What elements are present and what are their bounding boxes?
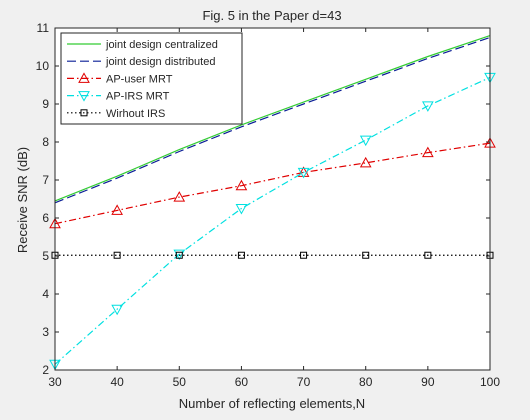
- data-point: [237, 251, 245, 259]
- series-line-2: [54, 142, 491, 225]
- data-point: [173, 191, 186, 202]
- legend-item: AP-user MRT: [67, 72, 173, 85]
- data-point: [422, 101, 434, 112]
- legend-marker: [78, 72, 90, 83]
- data-point: [235, 179, 248, 191]
- legend: joint design centralized joint design dis…: [60, 32, 243, 125]
- x-tick-label: 90: [421, 375, 435, 389]
- series-0: [54, 35, 491, 202]
- data-point: [359, 156, 372, 168]
- x-tick-label: 70: [297, 375, 311, 389]
- tick-layer: 30 40 50 60 70 80 90 100 2 3 4 5 6 7 8 9 10 11: [36, 21, 501, 389]
- data-point: [111, 204, 123, 215]
- legend-marker: [78, 91, 90, 102]
- x-tick-label: 40: [110, 375, 124, 389]
- y-tick-label: 4: [42, 287, 49, 301]
- data-point: [297, 167, 310, 179]
- data-point: [300, 251, 308, 259]
- legend-label: Wirhout IRS: [106, 108, 165, 120]
- series-1: [54, 36, 491, 204]
- legend-item: Wirhout IRS: [67, 108, 165, 120]
- chart-title: Fig. 5 in the Paper d=43: [202, 8, 341, 23]
- legend-label: AP-user MRT: [106, 73, 173, 85]
- x-axis-label: Number of reflecting elements,N: [179, 396, 365, 411]
- series-line-0: [54, 35, 491, 202]
- data-point: [362, 251, 370, 259]
- x-tick-label: 80: [359, 375, 373, 389]
- y-tick-label: 11: [37, 21, 50, 35]
- y-tick-label: 9: [42, 97, 49, 111]
- data-point: [359, 135, 372, 147]
- y-tick-label: 7: [42, 173, 49, 187]
- data-point: [235, 204, 248, 215]
- legend-item: joint design centralized: [67, 39, 218, 51]
- legend-item: AP-IRS MRT: [67, 91, 170, 103]
- data-point: [422, 146, 434, 158]
- y-tick-label: 5: [42, 249, 49, 263]
- data-point: [424, 251, 432, 259]
- series-line-1: [54, 36, 491, 204]
- data-point: [111, 304, 123, 316]
- legend-label: AP-IRS MRT: [106, 91, 170, 103]
- legend-marker: [80, 109, 88, 117]
- legend-label: joint design centralized: [105, 39, 218, 51]
- series-layer: [49, 35, 496, 371]
- y-tick-label: 2: [42, 363, 49, 377]
- data-point: [175, 251, 183, 259]
- y-tick-label: 10: [36, 59, 50, 73]
- axes-frame: [54, 27, 491, 371]
- series-line-3: [54, 76, 491, 365]
- y-axis-label: Receive SNR (dB): [15, 147, 30, 253]
- x-tick-label: 100: [480, 375, 500, 389]
- data-point: [113, 251, 121, 259]
- x-tick-label: 60: [235, 375, 249, 389]
- legend-box: [60, 32, 243, 125]
- y-tick-label: 6: [42, 211, 49, 225]
- legend-label: joint design distributed: [105, 56, 215, 68]
- legend-item: joint design distributed: [67, 56, 215, 68]
- series-4: [51, 251, 494, 259]
- x-tick-label: 30: [48, 375, 62, 389]
- x-tick-label: 50: [173, 375, 187, 389]
- y-tick-label: 8: [42, 135, 49, 149]
- y-tick-label: 3: [42, 325, 49, 339]
